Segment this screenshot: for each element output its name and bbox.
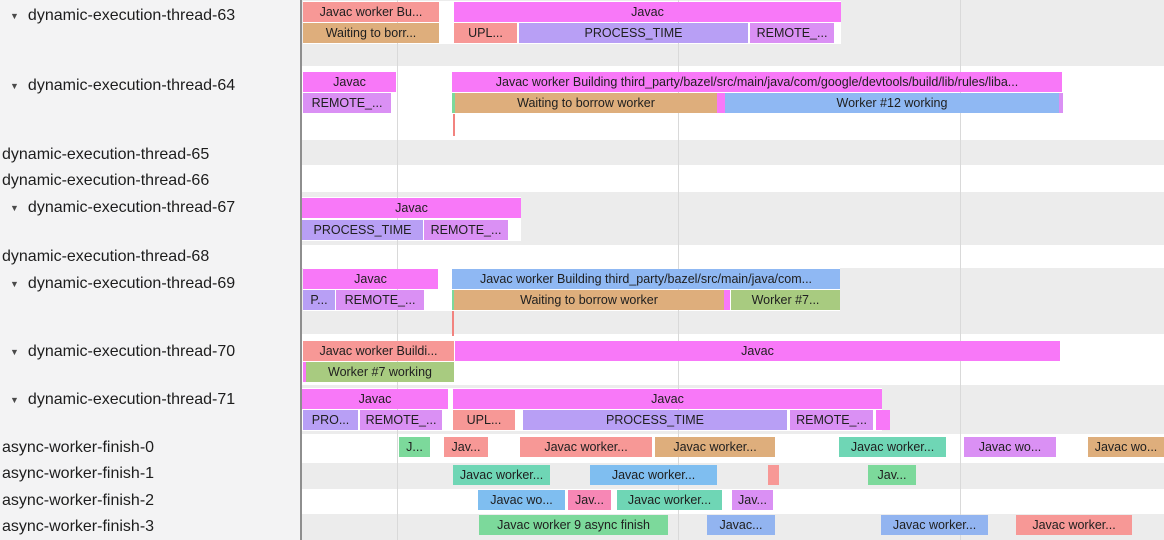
slice[interactable]: Javac worker...: [590, 465, 717, 485]
slice[interactable]: [452, 93, 455, 113]
slice[interactable]: Javac: [302, 389, 448, 409]
expander-down-icon[interactable]: ▼: [10, 279, 19, 289]
slice[interactable]: Jav...: [444, 437, 488, 457]
sidebar-divider[interactable]: [300, 0, 302, 540]
slice[interactable]: Worker #7...: [731, 290, 840, 310]
track-label: dynamic-execution-thread-63: [27, 7, 236, 24]
slice[interactable]: PROCESS_TIME: [302, 220, 423, 240]
slice[interactable]: Javac: [453, 389, 882, 409]
slice[interactable]: P...: [303, 290, 335, 310]
slice[interactable]: PROCESS_TIME: [523, 410, 787, 430]
slice[interactable]: Worker #7 working: [306, 362, 454, 382]
sidebar-row-thread-65[interactable]: dynamic-execution-thread-65: [0, 144, 300, 166]
expander-down-icon[interactable]: ▼: [10, 395, 19, 405]
slice[interactable]: Javac worker...: [839, 437, 946, 457]
slice[interactable]: Javac wo...: [478, 490, 565, 510]
track-label: async-worker-finish-1: [2, 465, 155, 482]
slice[interactable]: Waiting to borr...: [303, 23, 439, 43]
slice[interactable]: UPL...: [454, 23, 517, 43]
slice[interactable]: [1059, 93, 1063, 113]
slice[interactable]: PROCESS_TIME: [519, 23, 748, 43]
slice[interactable]: [876, 410, 890, 430]
slice[interactable]: PRO...: [303, 410, 358, 430]
track-label: dynamic-execution-thread-68: [2, 248, 210, 265]
slice[interactable]: Jav...: [732, 490, 773, 510]
slice[interactable]: Javac: [455, 341, 1060, 361]
track-label: async-worker-finish-0: [2, 439, 155, 456]
slice[interactable]: Javac worker...: [655, 437, 775, 457]
track-label: dynamic-execution-thread-69: [27, 275, 236, 292]
sidebar-row-thread-63[interactable]: ▼ dynamic-execution-thread-63: [0, 5, 300, 27]
track-label: async-worker-finish-3: [2, 518, 155, 535]
sidebar-row-async-0[interactable]: async-worker-finish-0: [0, 437, 300, 459]
slice[interactable]: Javac worker Building third_party/bazel/…: [452, 269, 840, 289]
track-name-sidebar: ▼ dynamic-execution-thread-63 ▼ dynamic-exe…: [0, 0, 300, 540]
slice[interactable]: REMOTE_...: [303, 93, 391, 113]
sidebar-row-async-1[interactable]: async-worker-finish-1: [0, 463, 300, 485]
track-label: dynamic-execution-thread-65: [2, 146, 210, 163]
slice[interactable]: [768, 465, 779, 485]
slice[interactable]: Javac worker Buildi...: [303, 341, 454, 361]
slice[interactable]: UPL...: [453, 410, 515, 430]
sidebar-row-thread-64[interactable]: ▼ dynamic-execution-thread-64: [0, 75, 300, 97]
slice[interactable]: REMOTE_...: [424, 220, 508, 240]
expander-down-icon[interactable]: ▼: [10, 81, 19, 91]
track-row-thread-66: [302, 165, 1164, 192]
expander-down-icon[interactable]: ▼: [10, 203, 19, 213]
track-row-thread-65: [302, 140, 1164, 165]
track-label: dynamic-execution-thread-64: [27, 77, 236, 94]
slice[interactable]: Javac: [303, 269, 438, 289]
slice[interactable]: Javac worker...: [881, 515, 988, 535]
sidebar-row-thread-69[interactable]: ▼ dynamic-execution-thread-69: [0, 273, 300, 295]
sidebar-row-thread-67[interactable]: ▼ dynamic-execution-thread-67: [0, 197, 300, 219]
slice[interactable]: REMOTE_...: [360, 410, 442, 430]
sidebar-row-async-2[interactable]: async-worker-finish-2: [0, 490, 300, 512]
slice[interactable]: Worker #12 working: [725, 93, 1059, 113]
slice[interactable]: Waiting to borrow worker: [454, 290, 724, 310]
slice[interactable]: [717, 93, 725, 113]
slice[interactable]: Javac worker Bu...: [303, 2, 439, 22]
slice[interactable]: Javac worker 9 async finish: [479, 515, 668, 535]
slice[interactable]: Javac...: [707, 515, 775, 535]
instant-event-tick[interactable]: [453, 114, 455, 136]
expander-down-icon[interactable]: ▼: [10, 11, 19, 21]
slice[interactable]: Waiting to borrow worker: [455, 93, 717, 113]
slice[interactable]: Jav...: [868, 465, 916, 485]
slice[interactable]: Javac: [303, 72, 396, 92]
sidebar-row-thread-71[interactable]: ▼ dynamic-execution-thread-71: [0, 389, 300, 411]
track-label: dynamic-execution-thread-66: [2, 172, 210, 189]
slice[interactable]: REMOTE_...: [336, 290, 424, 310]
slice[interactable]: Javac worker Building third_party/bazel/…: [452, 72, 1062, 92]
slice[interactable]: J...: [399, 437, 430, 457]
track-row-async-1: [302, 463, 1164, 489]
slice[interactable]: Javac worker...: [520, 437, 652, 457]
track-row-thread-68: [302, 245, 1164, 268]
timeline-canvas[interactable]: Javac worker Bu... Javac Waiting to borr..…: [302, 0, 1164, 540]
slice[interactable]: [452, 290, 454, 310]
slice[interactable]: Javac wo...: [1088, 437, 1164, 457]
slice[interactable]: [724, 290, 730, 310]
slice[interactable]: Javac worker...: [453, 465, 550, 485]
slice[interactable]: Javac: [302, 198, 521, 218]
track-label: dynamic-execution-thread-67: [27, 199, 236, 216]
slice[interactable]: Jav...: [568, 490, 611, 510]
slice[interactable]: REMOTE_...: [790, 410, 873, 430]
instant-event-tick[interactable]: [452, 311, 454, 336]
expander-down-icon[interactable]: ▼: [10, 347, 19, 357]
sidebar-row-thread-70[interactable]: ▼ dynamic-execution-thread-70: [0, 341, 300, 363]
slice[interactable]: Javac wo...: [964, 437, 1056, 457]
sidebar-row-async-3[interactable]: async-worker-finish-3: [0, 516, 300, 538]
sidebar-row-thread-66[interactable]: dynamic-execution-thread-66: [0, 170, 300, 192]
slice[interactable]: Javac: [454, 2, 841, 22]
slice[interactable]: Javac worker...: [1016, 515, 1132, 535]
slice[interactable]: Javac worker...: [617, 490, 722, 510]
track-label: dynamic-execution-thread-71: [27, 391, 236, 408]
gridline: [960, 0, 961, 540]
slice[interactable]: [303, 362, 306, 382]
sidebar-row-thread-68[interactable]: dynamic-execution-thread-68: [0, 246, 300, 268]
track-label: async-worker-finish-2: [2, 492, 155, 509]
track-label: dynamic-execution-thread-70: [27, 343, 236, 360]
slice[interactable]: REMOTE_...: [750, 23, 834, 43]
